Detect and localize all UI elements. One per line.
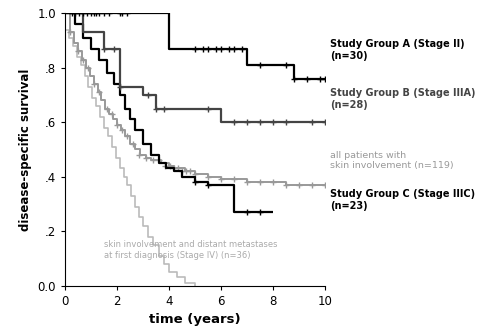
Text: Study Group B (Stage IIIA)
(n=28): Study Group B (Stage IIIA) (n=28) — [330, 88, 476, 110]
Text: all patients with
skin involvement (n=119): all patients with skin involvement (n=11… — [330, 151, 454, 170]
Y-axis label: disease-specific survival: disease-specific survival — [19, 68, 32, 231]
Text: Study Group A (Stage II)
(n=30): Study Group A (Stage II) (n=30) — [330, 39, 464, 61]
X-axis label: time (years): time (years) — [149, 313, 241, 326]
Text: skin involvement and distant metastases
at first diagnosis (Stage IV) (n=36): skin involvement and distant metastases … — [104, 240, 278, 260]
Text: Study Group C (Stage IIIC)
(n=23): Study Group C (Stage IIIC) (n=23) — [330, 189, 475, 210]
